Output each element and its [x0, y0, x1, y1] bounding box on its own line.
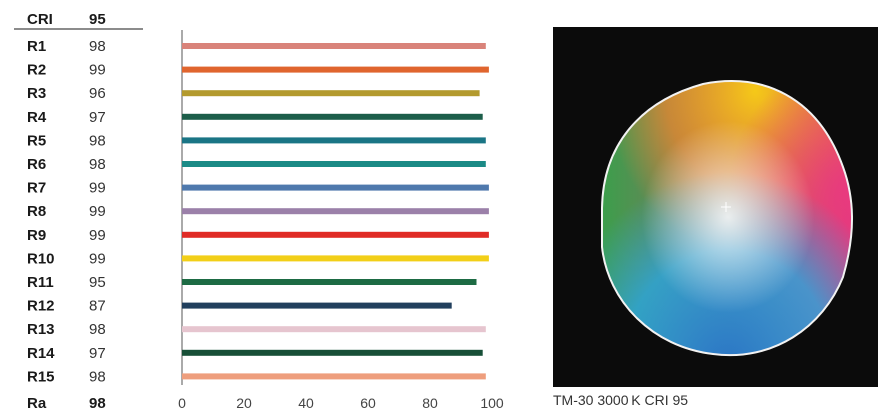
- gamut-fill: [602, 81, 853, 356]
- value-label-r4: 97: [89, 109, 106, 126]
- value-label-r7: 99: [89, 180, 106, 197]
- bar-r15: [182, 373, 486, 380]
- value-label-r10: 99: [89, 250, 106, 267]
- bar-r3: [182, 90, 480, 97]
- value-label-r9: 99: [89, 227, 106, 244]
- bar-r13: [182, 326, 486, 333]
- bar-r2: [182, 66, 489, 73]
- bar-r11: [182, 279, 477, 285]
- bar-r5: [182, 137, 486, 144]
- row-label-r10: R10: [27, 250, 55, 267]
- row-label-r5: R5: [27, 132, 46, 149]
- bar-r14: [182, 349, 483, 356]
- row-label-r4: R4: [27, 109, 47, 126]
- value-label-r12: 87: [89, 298, 106, 315]
- bar-r12: [182, 302, 452, 309]
- bar-r6: [182, 161, 486, 167]
- value-label-r8: 99: [89, 203, 106, 220]
- row-label-r2: R2: [27, 62, 46, 79]
- gamut-caption: TM-30 3000 K CRI 95: [553, 392, 689, 408]
- x-tick-labels: 0 20 40 60 80 100: [178, 395, 504, 411]
- row-label-r9: R9: [27, 227, 46, 244]
- header-label: CRI: [27, 11, 53, 28]
- value-label-r6: 98: [89, 156, 106, 173]
- bar-r1: [182, 43, 486, 49]
- x-tick-label-100: 100: [480, 395, 504, 411]
- gamut-outline: [601, 80, 853, 357]
- row-label-r14: R14: [27, 345, 55, 362]
- value-label-r15: 98: [89, 368, 106, 385]
- value-label-r3: 96: [89, 85, 106, 102]
- bar-r4: [182, 113, 483, 120]
- row-label-r11: R11: [27, 274, 54, 291]
- value-label-r5: 98: [89, 132, 106, 149]
- bar-r7: [182, 184, 489, 191]
- bar-r10: [182, 255, 489, 262]
- summary-label: Ra: [27, 395, 47, 412]
- gamut-graphic: [601, 80, 853, 357]
- row-label-r1: R1: [27, 38, 46, 55]
- bar-r9: [182, 231, 489, 238]
- bar-rows: R1 98 R2 99 R3 96 R4 97 R5 98 R6 98 R7 99 R8 99 R9 99 R10 9…: [27, 38, 489, 385]
- value-label-r14: 97: [89, 345, 106, 362]
- x-tick-label-60: 60: [360, 395, 376, 411]
- row-label-r3: R3: [27, 85, 46, 102]
- row-label-r6: R6: [27, 156, 46, 173]
- value-label-r1: 98: [89, 38, 106, 55]
- value-label-r2: 99: [89, 62, 106, 79]
- x-tick-label-80: 80: [422, 395, 438, 411]
- value-label-r13: 98: [89, 321, 106, 338]
- value-label-r11: 95: [89, 274, 106, 291]
- x-tick-label-20: 20: [236, 395, 252, 411]
- center-crosshair: [721, 202, 731, 212]
- color-gamut-panel: [553, 27, 878, 387]
- row-label-r12: R12: [27, 298, 55, 315]
- x-tick-label-40: 40: [298, 395, 314, 411]
- x-tick-label-0: 0: [178, 395, 186, 411]
- row-label-r8: R8: [27, 203, 46, 220]
- summary-value: 98: [89, 395, 106, 412]
- row-label-r15: R15: [27, 368, 55, 385]
- bar-r8: [182, 208, 489, 215]
- row-label-r13: R13: [27, 321, 55, 338]
- row-label-r7: R7: [27, 180, 46, 197]
- header-value: 95: [89, 11, 106, 28]
